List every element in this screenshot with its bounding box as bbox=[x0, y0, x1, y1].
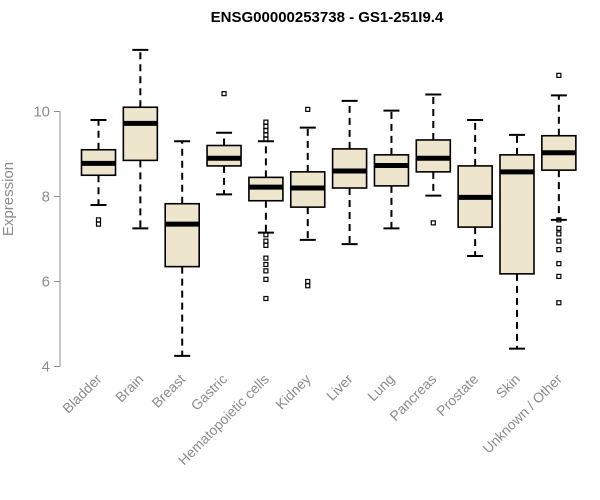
x-tick-label: Lung bbox=[364, 371, 397, 404]
box-skin bbox=[499, 133, 535, 350]
y-axis-label: Expression bbox=[0, 162, 17, 236]
outlier-point bbox=[305, 283, 311, 289]
x-tick-label: Liver bbox=[323, 371, 356, 404]
outlier-point bbox=[263, 123, 269, 129]
outlier-point bbox=[263, 132, 269, 138]
y-tick-label: 6 bbox=[42, 274, 50, 291]
outlier-point bbox=[221, 91, 227, 97]
outlier-point bbox=[263, 268, 269, 274]
outlier-point bbox=[556, 273, 562, 279]
outlier-point bbox=[556, 225, 562, 231]
iqr-box bbox=[373, 154, 410, 187]
outlier-point bbox=[556, 238, 562, 244]
box-unknown-other bbox=[541, 72, 577, 306]
x-tick-label: Brain bbox=[112, 371, 146, 405]
y-tick-label: 8 bbox=[42, 189, 50, 206]
y-tick-label: 10 bbox=[33, 104, 50, 121]
box-pancreas bbox=[415, 93, 452, 226]
outlier-point bbox=[263, 128, 269, 134]
x-tick-label: Prostate bbox=[433, 371, 481, 419]
x-tick-label: Unknown / Other bbox=[479, 371, 565, 457]
outlier-point bbox=[556, 72, 562, 78]
outlier-point bbox=[263, 242, 269, 248]
box-prostate bbox=[457, 119, 493, 257]
box-liver bbox=[331, 99, 368, 246]
outlier-point bbox=[263, 238, 269, 244]
x-tick-label: Skin bbox=[493, 371, 524, 402]
box-bladder bbox=[80, 119, 117, 227]
x-tick-label: Pancreas bbox=[386, 371, 439, 424]
box-brain bbox=[122, 48, 159, 230]
outlier-point bbox=[95, 217, 102, 223]
outlier-point bbox=[430, 220, 436, 226]
outlier-point bbox=[556, 300, 562, 306]
outlier-point bbox=[263, 295, 269, 302]
plot-area bbox=[80, 48, 577, 357]
outlier-point bbox=[556, 247, 562, 253]
y-axis: 4 6 8 10 bbox=[33, 104, 61, 376]
iqr-box bbox=[499, 154, 535, 275]
outlier-point bbox=[263, 232, 269, 238]
box-breast bbox=[164, 140, 200, 357]
x-tick-label: Bladder bbox=[59, 371, 105, 417]
outlier-point bbox=[263, 261, 269, 268]
box-gastric bbox=[206, 91, 242, 196]
y-tick-label: 4 bbox=[42, 359, 50, 376]
x-tick-label: Breast bbox=[148, 371, 188, 411]
outlier-point bbox=[263, 119, 269, 125]
outlier-point bbox=[556, 231, 562, 237]
outlier-point bbox=[556, 217, 562, 223]
iqr-box bbox=[164, 202, 200, 268]
outlier-point bbox=[305, 278, 311, 285]
outlier-point bbox=[95, 221, 102, 227]
x-tick-label: Kidney bbox=[272, 371, 314, 413]
iqr-box bbox=[331, 148, 368, 189]
iqr-box bbox=[122, 106, 159, 162]
box-hematopoietic-cells bbox=[248, 119, 284, 302]
chart-title: ENSG00000253738 - GS1-251I9.4 bbox=[211, 9, 444, 26]
iqr-box bbox=[206, 144, 242, 167]
outlier-point bbox=[556, 261, 562, 267]
outlier-point bbox=[263, 276, 269, 282]
outlier-point bbox=[263, 255, 269, 261]
box-kidney bbox=[289, 106, 326, 289]
box-lung bbox=[373, 109, 410, 230]
outlier-point bbox=[305, 106, 311, 112]
